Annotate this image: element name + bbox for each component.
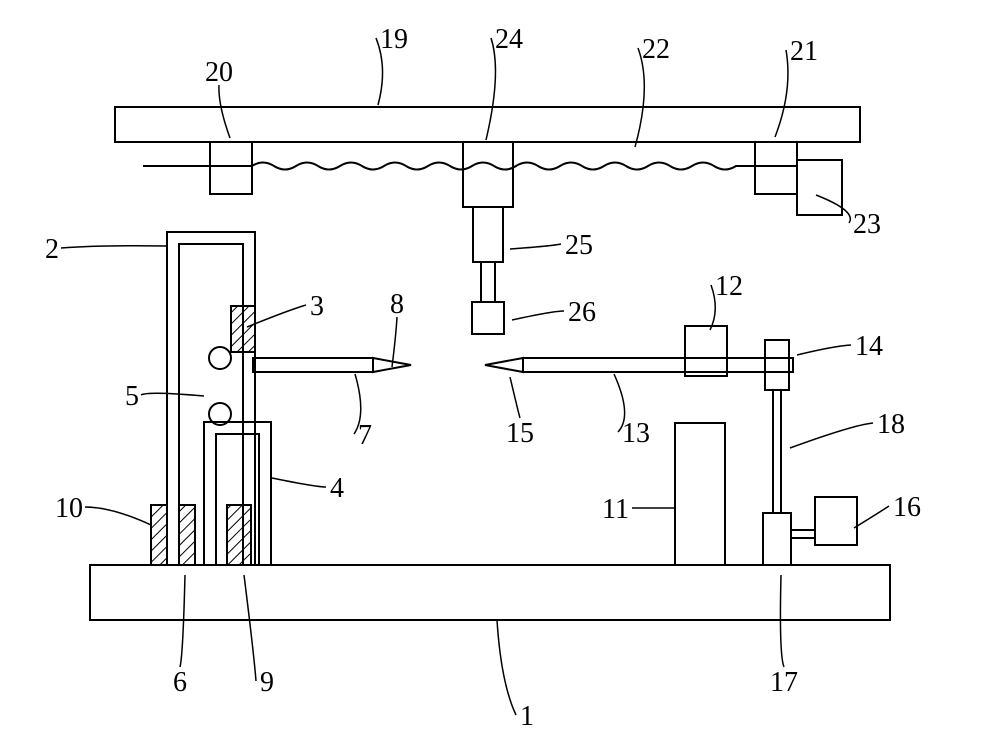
leader-4: [272, 478, 326, 487]
label-8: 8: [390, 289, 404, 320]
label-21: 21: [790, 36, 818, 67]
label-16: 16: [893, 492, 921, 523]
rod: [481, 262, 495, 302]
label-20: 20: [205, 57, 233, 88]
label-5: 5: [125, 381, 139, 412]
label-25: 25: [565, 230, 593, 261]
leader-15: [510, 377, 520, 418]
leader-26: [512, 311, 564, 320]
label-14: 14: [855, 331, 883, 362]
label-22: 22: [642, 34, 670, 65]
label-6: 6: [173, 667, 187, 698]
label-24: 24: [495, 24, 523, 55]
pillar-11: [675, 423, 725, 565]
clamp-12: [685, 326, 727, 376]
leader-9: [244, 575, 256, 681]
leader-14: [797, 345, 851, 355]
leader-1: [497, 620, 516, 715]
leader-2: [61, 246, 167, 248]
carriage: [463, 142, 513, 207]
label-4: 4: [330, 473, 344, 504]
leader-20: [219, 85, 230, 138]
label-7: 7: [358, 420, 372, 451]
left-mount: [210, 142, 252, 194]
slide-10: [151, 505, 167, 565]
lead-screw: [252, 163, 755, 170]
shaft-13: [523, 358, 793, 372]
motor-16: [815, 497, 857, 545]
label-17: 17: [770, 667, 798, 698]
label-9: 9: [260, 667, 274, 698]
label-15: 15: [506, 418, 534, 449]
coupling-14: [765, 340, 789, 390]
label-12: 12: [715, 271, 743, 302]
right-mount: [755, 142, 797, 194]
label-11: 11: [602, 494, 629, 525]
leader-18: [790, 423, 873, 448]
mechanical-diagram: 1234567891011121314151617181920212223242…: [0, 0, 1000, 754]
label-2: 2: [45, 234, 59, 265]
label-3: 3: [310, 291, 324, 322]
label-1: 1: [520, 701, 534, 732]
tool-head: [472, 302, 504, 334]
base-plate: [90, 565, 890, 620]
left-piston: [253, 358, 373, 372]
slide-9: [227, 505, 251, 565]
right-tip: [485, 358, 523, 372]
gearbox-17: [763, 513, 791, 565]
label-10: 10: [55, 493, 83, 524]
shaft-18: [773, 390, 781, 513]
leader-10: [85, 507, 151, 525]
leader-16: [854, 506, 889, 528]
label-19: 19: [380, 24, 408, 55]
label-13: 13: [622, 418, 650, 449]
motor-23: [797, 160, 842, 215]
guide-3: [231, 306, 255, 352]
label-26: 26: [568, 297, 596, 328]
label-23: 23: [853, 209, 881, 240]
leader-25: [510, 244, 561, 249]
cylinder: [473, 207, 503, 262]
leader-5: [141, 393, 204, 396]
label-18: 18: [877, 409, 905, 440]
link-shaft: [791, 530, 815, 538]
leader-21: [775, 50, 788, 137]
leader-23: [816, 195, 850, 223]
leader-8: [392, 317, 397, 367]
roller-top: [209, 347, 231, 369]
slide-6: [179, 505, 195, 565]
